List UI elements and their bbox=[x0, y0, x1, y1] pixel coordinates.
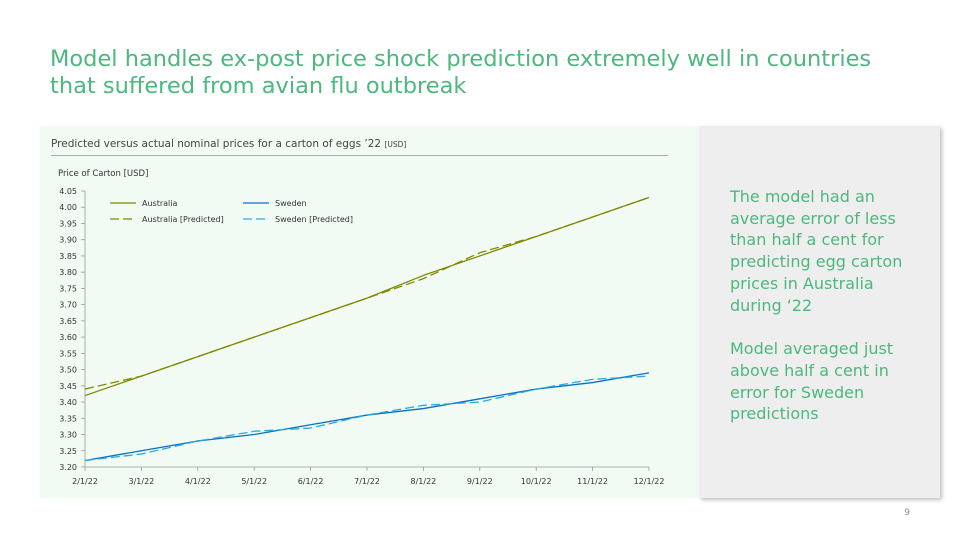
y-tick-label: 3.45 bbox=[59, 382, 77, 391]
y-tick-label: 4.00 bbox=[59, 203, 77, 212]
legend-label-2: Sweden bbox=[275, 199, 307, 208]
x-tick-label: 7/1/22 bbox=[354, 477, 380, 486]
y-tick-label: 3.95 bbox=[59, 219, 77, 228]
y-tick-label: 3.40 bbox=[59, 398, 77, 407]
x-tick-label: 10/1/22 bbox=[521, 477, 552, 486]
y-axis-label: Price of Carton [USD] bbox=[58, 169, 148, 179]
y-tick-label: 3.90 bbox=[59, 236, 77, 245]
side-panel bbox=[699, 126, 940, 498]
chart-card bbox=[40, 126, 698, 498]
chart-title-divider bbox=[51, 155, 668, 156]
side-panel-paragraph-1: The model had an average error of less t… bbox=[730, 187, 903, 315]
x-tick-label: 3/1/22 bbox=[129, 477, 155, 486]
legend-label-0: Australia bbox=[142, 199, 177, 208]
y-tick-label: 3.70 bbox=[59, 301, 77, 310]
page-number: 9 bbox=[904, 508, 910, 518]
y-tick-label: 3.30 bbox=[59, 431, 77, 440]
y-tick-label: 3.65 bbox=[59, 317, 77, 326]
slide-title: Model handles ex-post price shock predic… bbox=[50, 46, 872, 99]
y-tick-label: 3.75 bbox=[59, 284, 77, 293]
x-tick-label: 11/1/22 bbox=[577, 477, 608, 486]
y-tick-label: 3.80 bbox=[59, 268, 77, 277]
x-tick-label: 8/1/22 bbox=[411, 477, 437, 486]
side-panel-paragraph-2: Model averaged just above half a cent in… bbox=[730, 339, 894, 424]
legend-label-3: Sweden [Predicted] bbox=[275, 215, 353, 224]
y-tick-label: 3.50 bbox=[59, 366, 77, 375]
side-panel-text: The model had an average error of less t… bbox=[730, 186, 910, 425]
y-tick-label: 3.60 bbox=[59, 333, 77, 342]
x-tick-label: 12/1/22 bbox=[634, 477, 665, 486]
chart-title-text: Predicted versus actual nominal prices f… bbox=[51, 138, 382, 150]
x-tick-label: 5/1/22 bbox=[241, 477, 267, 486]
x-tick-label: 4/1/22 bbox=[185, 477, 211, 486]
chart-title: Predicted versus actual nominal prices f… bbox=[51, 138, 406, 150]
x-tick-label: 9/1/22 bbox=[467, 477, 493, 486]
y-tick-label: 4.05 bbox=[59, 187, 77, 196]
chart-title-unit: [USD] bbox=[384, 140, 407, 149]
x-tick-label: 2/1/22 bbox=[72, 477, 98, 486]
series-line-1 bbox=[84, 196, 650, 390]
x-tick-label: 6/1/22 bbox=[298, 477, 324, 486]
y-tick-label: 3.55 bbox=[59, 349, 77, 358]
series-line-3 bbox=[84, 375, 650, 462]
y-tick-label: 3.20 bbox=[59, 463, 77, 472]
series-line-0 bbox=[84, 196, 650, 397]
y-tick-label: 3.35 bbox=[59, 414, 77, 423]
legend-label-1: Australia [Predicted] bbox=[142, 215, 224, 224]
y-tick-label: 3.85 bbox=[59, 252, 77, 261]
y-tick-label: 3.25 bbox=[59, 447, 77, 456]
